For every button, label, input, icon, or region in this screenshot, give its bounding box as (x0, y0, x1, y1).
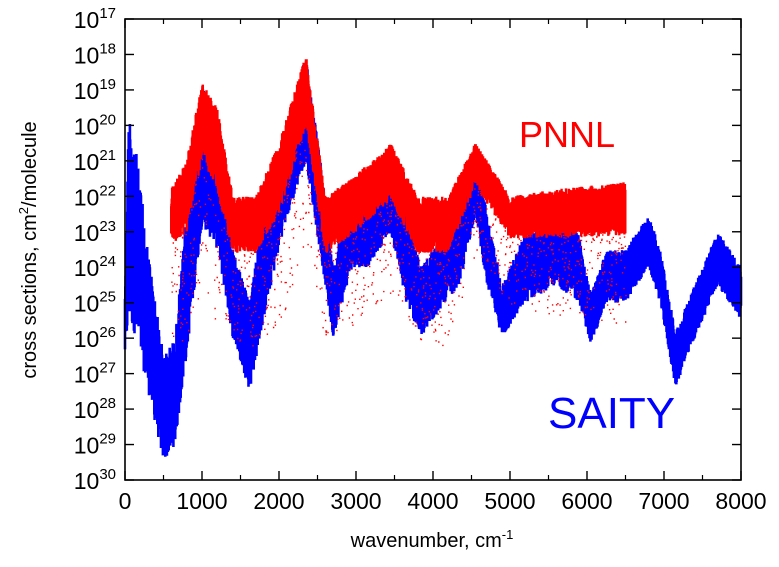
x-axis: 0 1000 2000 3000 4000 5000 6000 7000 8000 (119, 19, 767, 514)
x-axis-label: wavenumber, cm-1 (350, 527, 514, 552)
x-tick-label: 8000 (715, 488, 766, 514)
series-label-saity: SAITY (548, 389, 675, 438)
x-tick-label: 4000 (407, 488, 458, 514)
y-tick-label: 1018 (74, 40, 116, 68)
x-tick-label: 1000 (176, 488, 227, 514)
x-tick-label: 2000 (253, 488, 304, 514)
y-tick-label: 1022 (74, 182, 116, 210)
series-layer (123, 59, 743, 457)
x-tick-label: 5000 (484, 488, 535, 514)
y-tick-label: 1020 (74, 111, 116, 139)
x-tick-label: 6000 (561, 488, 612, 514)
series-pnnl (170, 59, 627, 347)
y-tick-label: 1023 (74, 218, 116, 246)
x-tick-label: 7000 (638, 488, 689, 514)
y-tick-label: 1028 (74, 395, 116, 423)
y-tick-label: 1027 (74, 360, 116, 388)
y-tick-label: 1029 (74, 431, 116, 459)
y-axis-label: cross sections, cm2/molecule (16, 121, 41, 378)
y-tick-label: 1017 (74, 5, 116, 33)
x-tick-label: 3000 (330, 488, 381, 514)
y-axis: 1017 1018 1019 1020 1021 1022 1023 1024 1025 1026… (74, 5, 741, 494)
y-tick-label: 1021 (74, 147, 116, 175)
y-tick-label: 1026 (74, 324, 116, 352)
series-pnnl-trace (170, 59, 627, 253)
series-label-pnnl: PNNL (519, 114, 615, 155)
y-tick-label: 1025 (74, 289, 116, 317)
y-tick-label: 1030 (74, 466, 116, 494)
x-tick-label: 0 (119, 488, 132, 514)
y-tick-label: 1019 (74, 76, 116, 104)
y-tick-label: 1024 (74, 253, 116, 281)
